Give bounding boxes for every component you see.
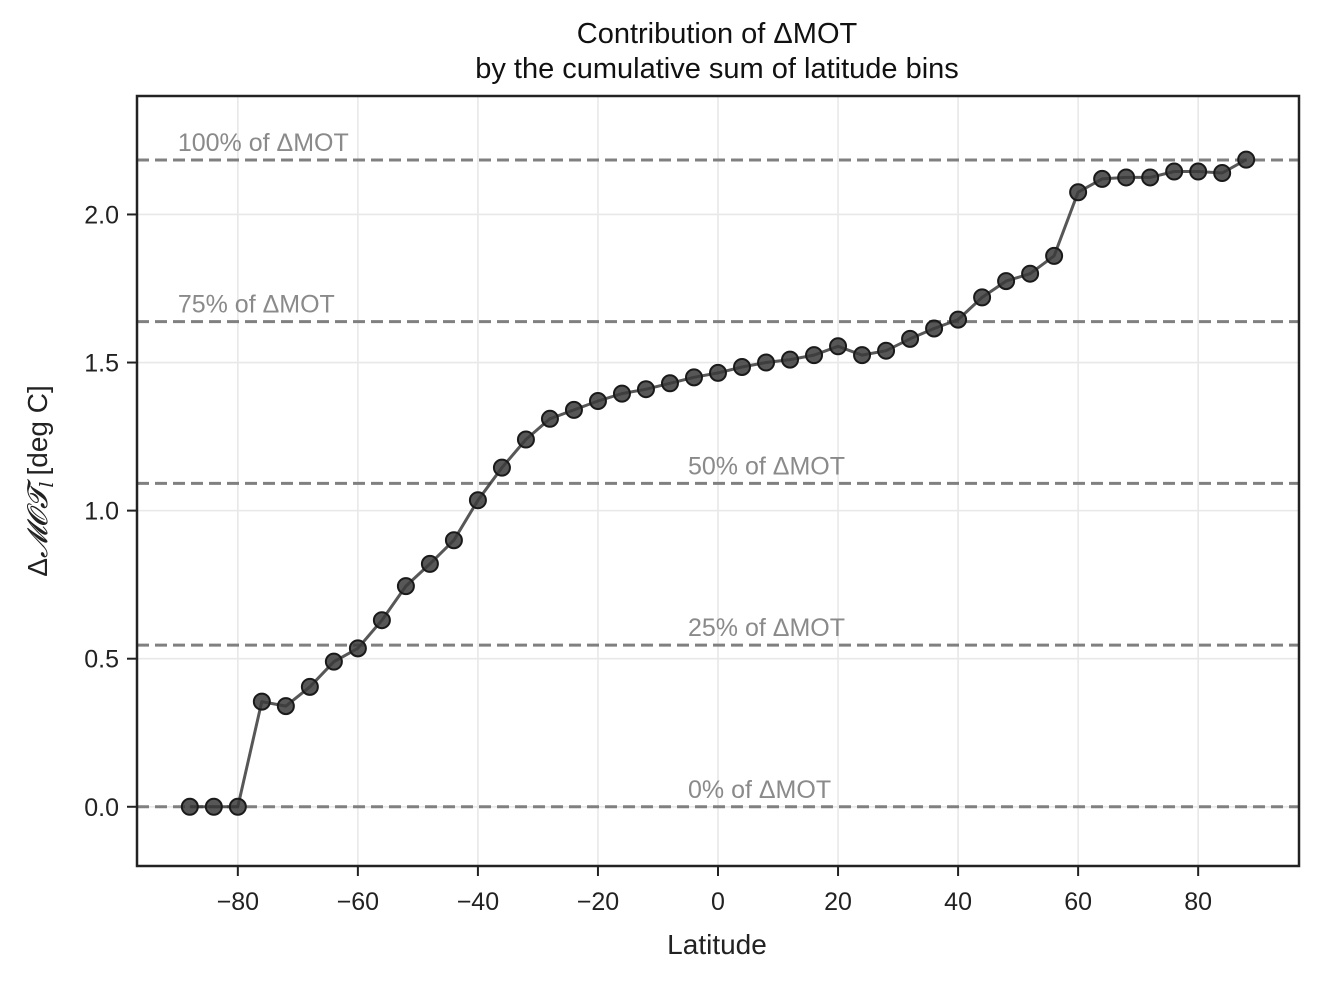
data-point: [396, 577, 415, 596]
y-axis-label-subscript: l: [36, 482, 58, 488]
data-point: [588, 392, 607, 411]
reference-line-label: 75% of ΔMOT: [178, 291, 335, 319]
x-tick-label: −60: [337, 888, 379, 916]
data-point: [997, 272, 1016, 291]
y-tick-label: 0.0: [84, 794, 119, 822]
x-tick-label: −20: [577, 888, 619, 916]
reference-line-label: 0% of ΔMOT: [688, 776, 831, 804]
data-point: [1213, 164, 1232, 182]
y-tick-label: 1.0: [84, 498, 119, 526]
x-tick-label: 20: [824, 888, 852, 916]
data-point: [733, 357, 752, 376]
y-axis-label-math: 𝓜𝓞𝓣: [21, 478, 54, 558]
chart-title-line-2: by the cumulative sum of latitude bins: [475, 53, 959, 85]
y-tick-label: 1.5: [84, 350, 119, 378]
data-point: [540, 409, 559, 428]
data-point: [516, 430, 535, 449]
reference-line-label: 50% of ΔMOT: [688, 452, 845, 480]
data-point: [829, 337, 848, 356]
data-point: [276, 697, 295, 716]
y-axis-label-delta: Δ: [22, 558, 53, 577]
reference-lines: 0% of ΔMOT 25% of ΔMOT 50% of ΔMOT 75% of Δ…: [137, 129, 1299, 809]
x-axis-ticks: −80 −60 −40 −20 0 20 40 60 80: [217, 866, 1212, 916]
reference-line-label: 100% of ΔMOT: [178, 129, 349, 157]
data-point: [324, 652, 343, 671]
data-point: [252, 692, 271, 711]
data-point: [1021, 264, 1040, 283]
data-point: [660, 374, 679, 393]
data-point: [228, 797, 247, 816]
y-tick-label: 2.0: [84, 201, 119, 229]
data-point: [444, 531, 463, 550]
data-series: [180, 150, 1256, 816]
data-point: [564, 400, 583, 419]
y-tick-label: 0.5: [84, 646, 119, 674]
data-point: [1069, 183, 1088, 202]
data-point: [877, 341, 896, 360]
data-point: [372, 611, 391, 630]
data-point: [1237, 150, 1256, 169]
data-point: [781, 350, 800, 369]
chart-title-line-1: Contribution of ΔMOT: [577, 18, 858, 50]
data-point: [204, 797, 223, 816]
data-point: [709, 363, 727, 382]
data-point: [1141, 168, 1160, 187]
data-point: [925, 319, 944, 338]
data-point: [492, 458, 511, 477]
x-tick-label: 80: [1184, 888, 1212, 916]
data-point: [1093, 169, 1112, 188]
data-point: [348, 639, 367, 658]
data-point: [1117, 168, 1136, 187]
data-point: [612, 384, 631, 403]
x-tick-label: −40: [457, 888, 499, 916]
x-tick-label: −80: [217, 888, 259, 916]
reference-line-label: 25% of ΔMOT: [688, 614, 845, 642]
y-axis-ticks: 0.0 0.5 1.0 1.5 2.0: [84, 201, 137, 822]
grid-lines: [137, 96, 1299, 866]
x-tick-label: 40: [944, 888, 972, 916]
data-point: [1189, 162, 1208, 181]
data-point: [468, 491, 487, 510]
x-tick-label: 0: [711, 888, 725, 916]
x-axis-label: Latitude: [667, 929, 767, 960]
y-axis-label: Δ𝓜𝓞𝓣l [deg C]: [21, 385, 58, 577]
data-point: [1165, 162, 1184, 181]
data-point: [973, 288, 992, 307]
data-point: [180, 797, 199, 816]
data-point: [757, 353, 776, 372]
data-point: [805, 346, 824, 365]
data-point: [636, 380, 655, 399]
y-axis-label-units: [deg C]: [22, 385, 53, 475]
data-point: [300, 677, 319, 696]
data-point: [1045, 246, 1064, 265]
x-tick-label: 60: [1064, 888, 1092, 916]
data-point: [949, 310, 968, 329]
data-point: [901, 329, 920, 348]
data-point: [684, 368, 703, 387]
data-point: [853, 346, 872, 365]
data-point: [420, 554, 439, 573]
